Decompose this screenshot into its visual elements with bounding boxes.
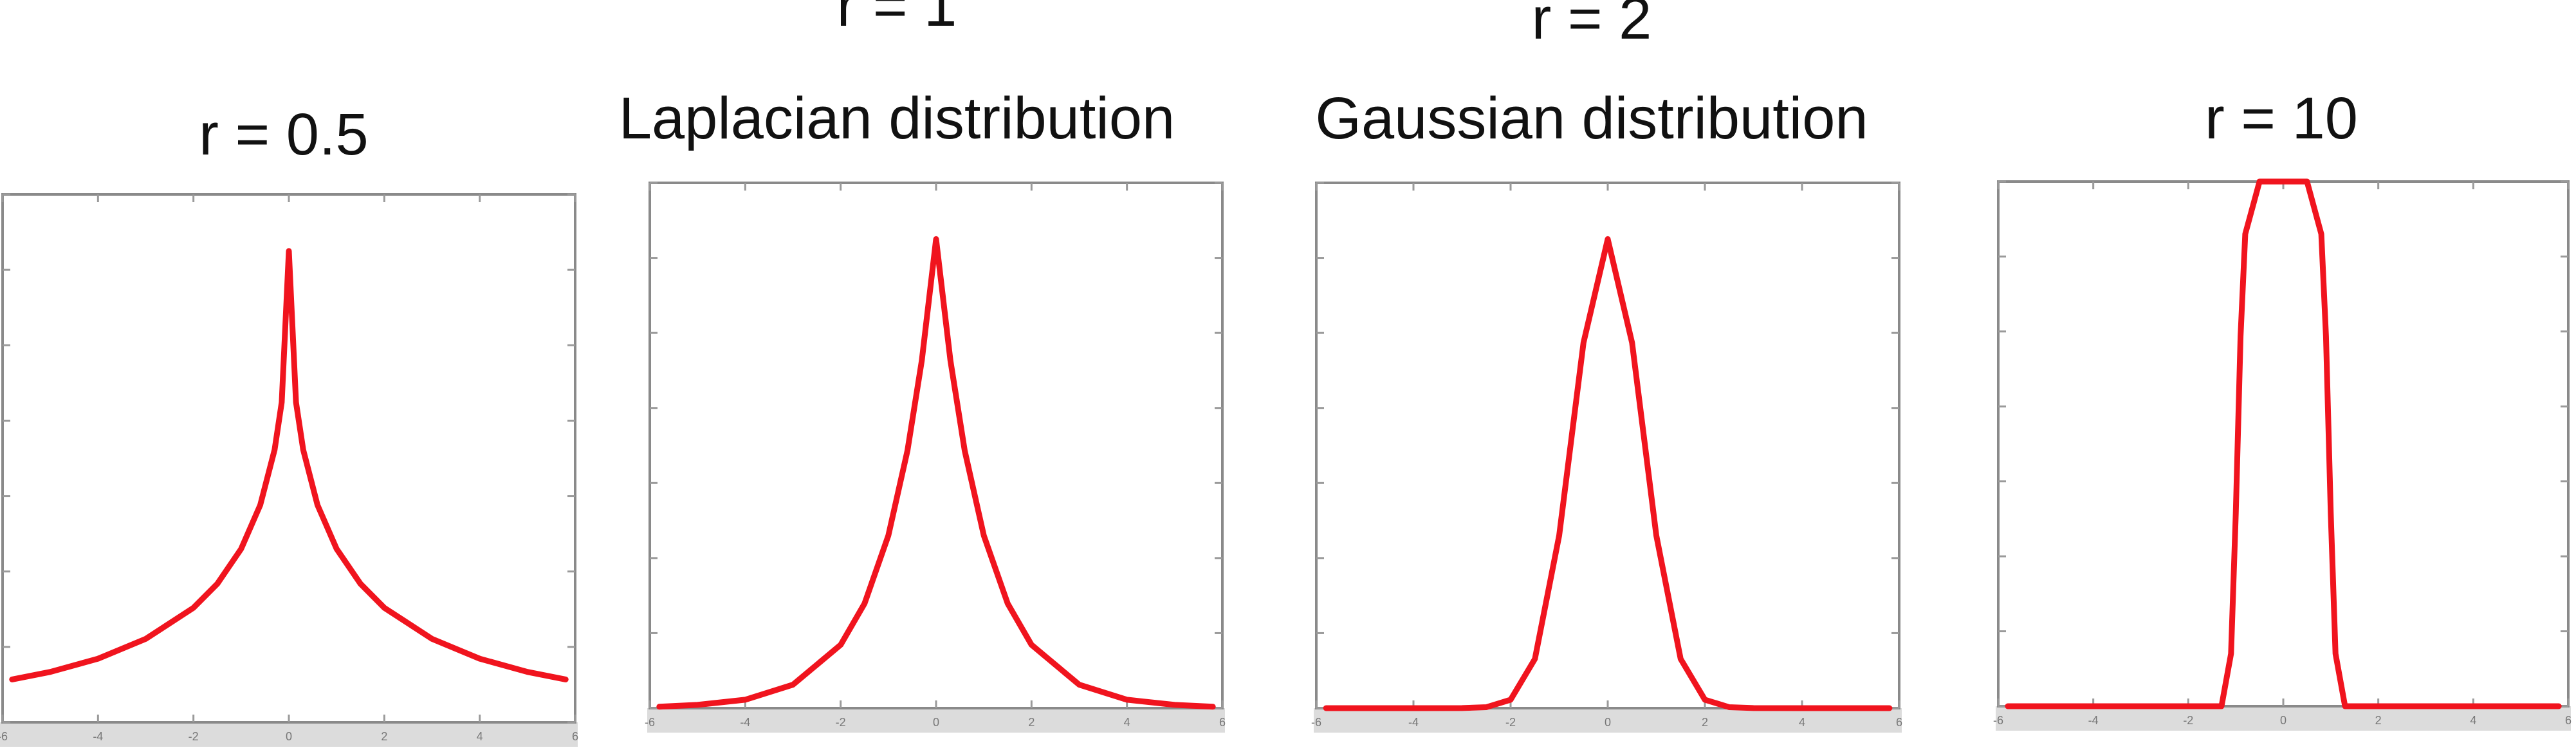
- plot-frame: [1315, 182, 1900, 709]
- chart-title-line: r = 10: [2205, 86, 2358, 151]
- chart-title-line: r = 2: [1532, 0, 1652, 52]
- density-curve: [2005, 178, 2562, 709]
- density-curve: [1323, 236, 1893, 711]
- chart-panel-2: r = 1 Laplacian distribution -6 -4 -2 0 2 4 6: [619, 0, 1226, 733]
- x-tick-label: -2: [2183, 714, 2193, 727]
- x-tick-label: 4: [1799, 716, 1805, 729]
- x-tick-label: 0: [286, 730, 292, 743]
- x-tick-label: 6: [1896, 716, 1902, 729]
- x-tick-label: -2: [189, 730, 199, 743]
- x-tick-label: 6: [1219, 716, 1226, 729]
- x-tick-label: 4: [2470, 714, 2476, 727]
- x-tick-label: 6: [2565, 714, 2571, 727]
- chart-title-line: Laplacian distribution: [619, 86, 1175, 151]
- x-tick-label: -4: [2088, 714, 2099, 727]
- x-axis-band: [1314, 708, 1902, 733]
- x-tick-label: -2: [1505, 716, 1516, 729]
- x-tick-label: -4: [740, 716, 750, 729]
- x-tick-label: -6: [0, 730, 8, 743]
- x-tick-label: -4: [1408, 716, 1419, 729]
- plot-frame: [1997, 180, 2570, 708]
- x-tick-label: 4: [1124, 716, 1130, 729]
- x-tick-label: -6: [645, 716, 655, 729]
- chart-title-line: r = 1: [837, 0, 957, 39]
- x-axis-band: [647, 708, 1225, 733]
- x-tick-label: -4: [93, 730, 103, 743]
- x-tick-label: -6: [1993, 714, 2003, 727]
- chart-title-line: Gaussian distribution: [1315, 86, 1868, 151]
- x-tick-label: 6: [572, 730, 578, 743]
- x-axis-band: [0, 722, 578, 747]
- x-axis-band: [1996, 706, 2571, 731]
- x-tick-label: -6: [1311, 716, 1321, 729]
- density-curve: [656, 236, 1216, 710]
- x-tick-label: 4: [477, 730, 483, 743]
- chart-title-line: r = 0.5: [199, 102, 368, 167]
- x-tick-label: 2: [1702, 716, 1708, 729]
- density-curve: [9, 248, 569, 682]
- chart-panel-1: r = 0.5 -6 -4 -2 0 2 4 6: [0, 102, 578, 747]
- chart-panel-4: r = 10 -6 -4 -2 0 2 4 6: [1993, 86, 2571, 731]
- x-tick-label: 0: [933, 716, 939, 729]
- x-tick-label: 2: [2375, 714, 2382, 727]
- plot-frame: [649, 182, 1224, 709]
- x-tick-label: -2: [836, 716, 846, 729]
- chart-panel-3: r = 2 Gaussian distribution -6 -4 -2 0 2 4 6: [1311, 0, 1902, 733]
- x-tick-label: 2: [1028, 716, 1035, 729]
- x-tick-label: 2: [381, 730, 387, 743]
- x-tick-label: 0: [1605, 716, 1611, 729]
- x-tick-label: 0: [2280, 714, 2286, 727]
